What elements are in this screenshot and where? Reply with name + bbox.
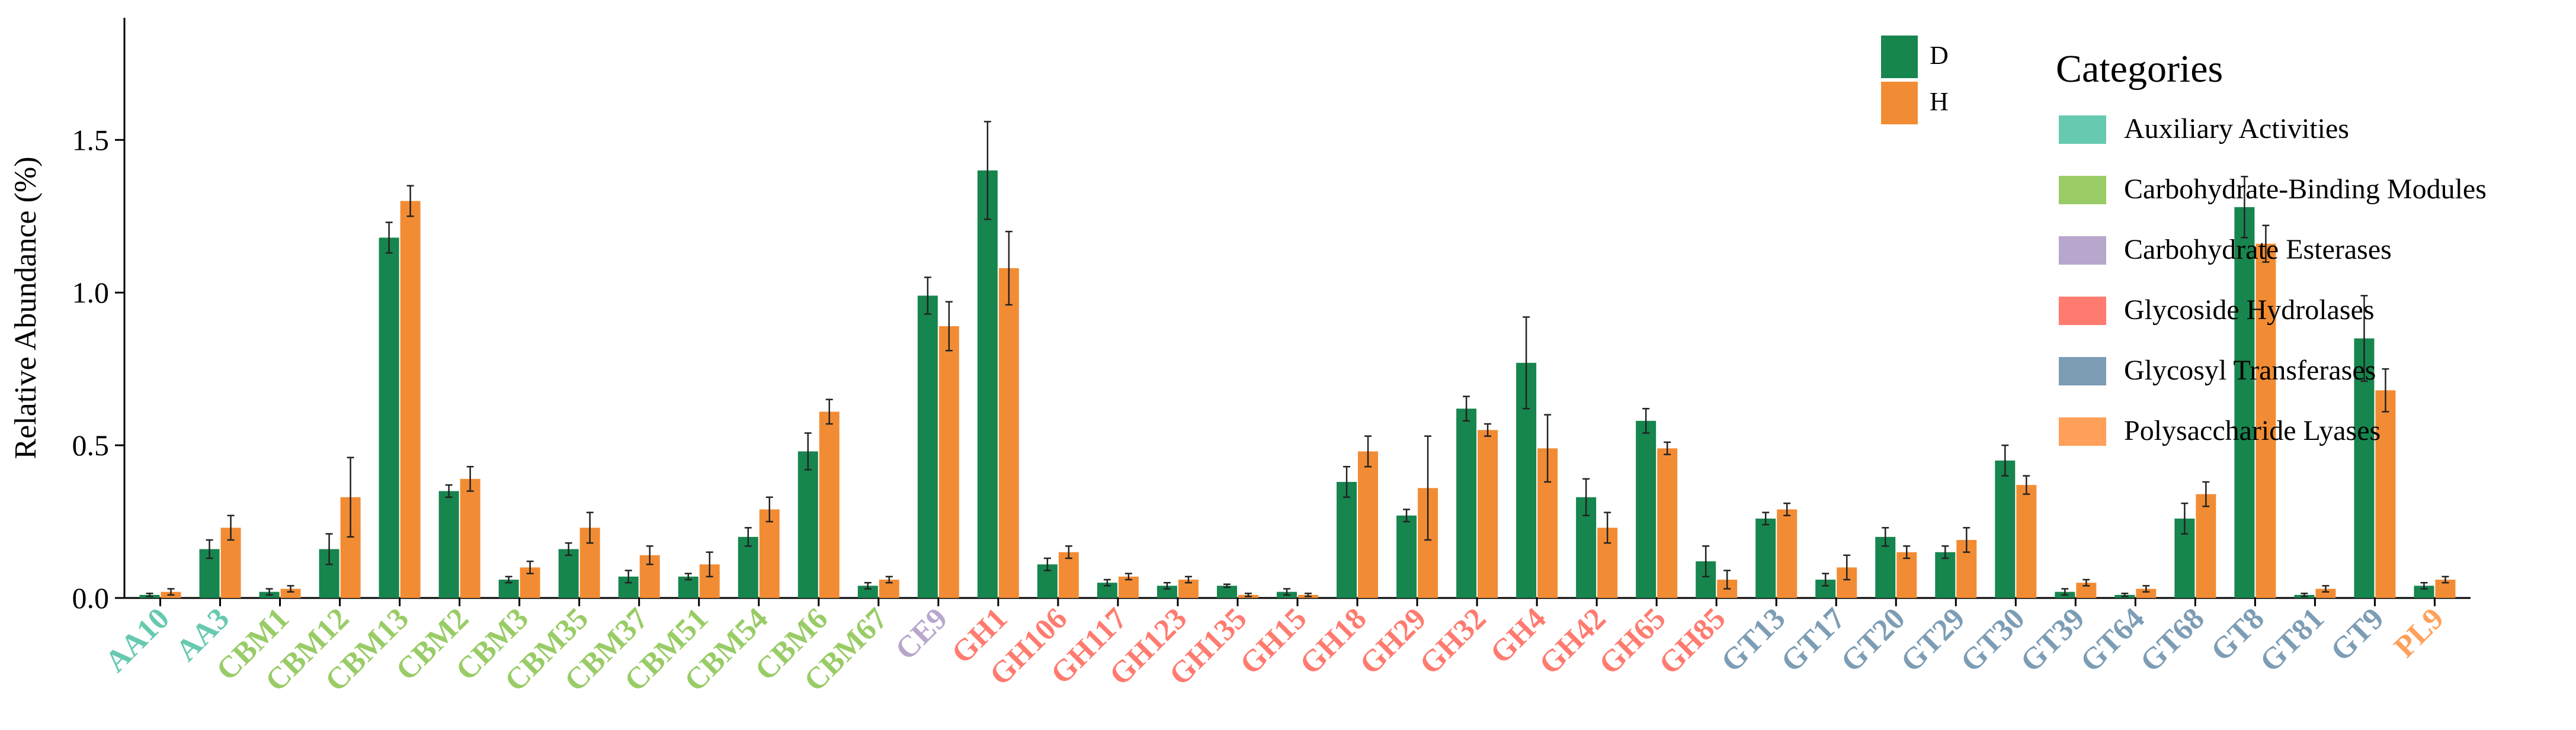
category-swatch [2059, 417, 2106, 446]
x-tick-label-GT81: GT81 [2254, 602, 2331, 678]
category-label: Carbohydrate Esterases [2124, 234, 2392, 265]
bar-H-CBM1 [280, 588, 301, 598]
bar-D-CBM54 [738, 536, 758, 598]
bar-D-CBM2 [438, 491, 459, 598]
bar-H-GH32 [1478, 430, 1498, 598]
bar-H-GT68 [2196, 494, 2216, 598]
bar-H-GT9 [2375, 390, 2396, 598]
category-label: Glycoside Hydrolases [2124, 294, 2375, 326]
x-tick-label-GH29: GH29 [1353, 602, 1433, 681]
bar-D-PL9 [2414, 586, 2434, 598]
x-tick-labels: AA10AA3CBM1CBM12CBM13CBM2CBM3CBM35CBM37C… [99, 598, 2450, 698]
x-tick-label-GH15: GH15 [1233, 602, 1313, 681]
x-tick-label-GH18: GH18 [1293, 602, 1373, 681]
bar-D-GT13 [1755, 518, 1776, 598]
category-swatch [2059, 297, 2106, 325]
bar-H-GT13 [1777, 509, 1798, 598]
bar-D-GH1 [977, 170, 998, 598]
y-tick-label: 1.5 [72, 123, 110, 156]
bar-H-GH65 [1657, 448, 1678, 598]
y-tick-label: 0.0 [72, 581, 110, 615]
bar-H-CBM2 [460, 478, 480, 598]
x-tick-label-GH32: GH32 [1413, 602, 1492, 681]
x-tick-label-GH85: GH85 [1652, 602, 1732, 681]
x-tick-label-GH42: GH42 [1533, 602, 1612, 681]
bar-D-GH123 [1156, 586, 1177, 598]
x-tick-label-GH65: GH65 [1593, 602, 1672, 681]
x-tick-label-GT30: GT30 [1955, 602, 2032, 678]
y-axis-label: Relative Abundance (%) [9, 156, 43, 459]
bar-H-GT81 [2315, 588, 2336, 598]
bar-D-GH29 [1396, 515, 1417, 598]
y-ticks: 0.0 0.5 1.0 1.5 [72, 123, 124, 615]
bar-H-CBM6 [819, 411, 840, 598]
category-label: Auxiliary Activities [2124, 113, 2349, 144]
bar-H-GT20 [1896, 552, 1917, 598]
bar-H-CBM54 [759, 509, 780, 598]
category-swatch [2059, 176, 2106, 204]
x-tick-label-GT13: GT13 [1715, 602, 1792, 678]
bar-D-GT30 [1995, 460, 2016, 598]
bar-D-GT8 [2234, 207, 2255, 599]
x-tick-label-GT20: GT20 [1835, 602, 1912, 678]
x-tick-label-PL9: PL9 [2388, 602, 2450, 664]
bar-H-GH1 [998, 268, 1019, 598]
bar-D-GH135 [1216, 586, 1237, 598]
bar-H-GH106 [1058, 552, 1079, 598]
x-tick-label-GT17: GT17 [1775, 602, 1852, 678]
series-legend: DH [1881, 36, 1949, 124]
bar-D-CBM6 [797, 451, 818, 598]
bar-D-CE9 [917, 295, 938, 598]
category-label: Carbohydrate-Binding Modules [2124, 173, 2487, 205]
x-tick-label-AA10: AA10 [99, 602, 176, 678]
bar-D-CBM67 [857, 586, 878, 598]
legend-label-H: H [1930, 87, 1949, 116]
y-tick-label: 1.0 [72, 276, 110, 309]
x-tick-label-CE9: CE9 [889, 602, 954, 667]
categories-legend-title: Categories [2056, 47, 2223, 91]
bar-D-GH65 [1636, 420, 1657, 598]
bar-D-GT29 [1935, 552, 1956, 598]
y-tick-label: 0.5 [72, 429, 110, 462]
bar-H-CBM13 [400, 201, 421, 598]
bars [139, 121, 2456, 599]
legend-swatch-H [1881, 82, 1918, 124]
x-tick-label-GT29: GT29 [1895, 602, 1972, 678]
category-swatch [2059, 357, 2106, 385]
bar-D-CBM35 [558, 549, 579, 598]
x-tick-label-GT64: GT64 [2074, 602, 2151, 678]
category-swatch [2059, 115, 2106, 144]
category-swatch [2059, 236, 2106, 265]
bar-D-GT20 [1875, 536, 1896, 598]
categories-legend: Categories Auxiliary Activities Carbohydr… [2056, 47, 2487, 446]
bar-H-GT64 [2136, 588, 2157, 598]
bar-H-GT8 [2255, 243, 2276, 598]
bar-H-CE9 [938, 326, 959, 598]
bar-D-GH18 [1337, 482, 1357, 598]
legend-label-D: D [1930, 41, 1949, 70]
x-tick-label-GT39: GT39 [2014, 602, 2091, 678]
x-tick-label-GT9: GT9 [2324, 602, 2391, 668]
x-tick-label-GT68: GT68 [2134, 602, 2211, 678]
bar-D-GH32 [1456, 409, 1477, 598]
category-label: Glycosyl Transferases [2124, 355, 2376, 386]
legend-swatch-D [1881, 36, 1918, 78]
bar-H-GT30 [2016, 485, 2037, 598]
category-label: Polysaccharide Lyases [2124, 415, 2380, 446]
bar-H-GH18 [1358, 451, 1379, 598]
bar-D-CBM13 [379, 237, 399, 598]
